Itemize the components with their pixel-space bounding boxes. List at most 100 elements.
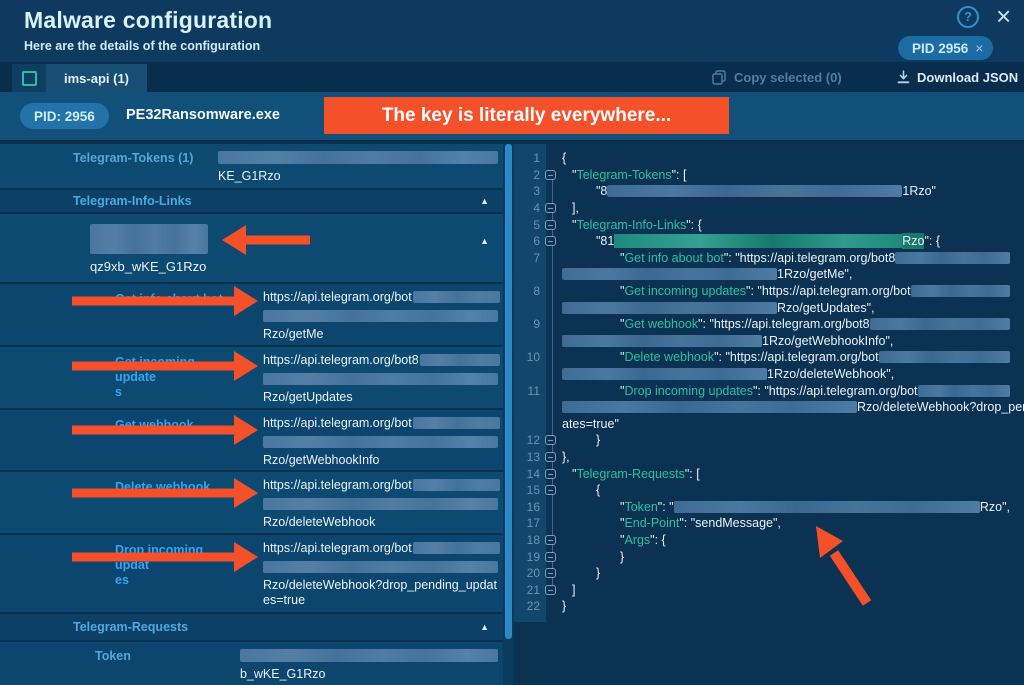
json-code-panel: 1{2 " Telegram-Tokens ": [3 "8 1Rzo" 4], 5 " Tele…	[514, 144, 1024, 685]
tab-ims-api[interactable]: ims-api (1)	[46, 64, 148, 92]
copy-selected-label: Copy selected (0)	[734, 69, 842, 85]
code-line: 15 {	[514, 482, 1024, 499]
fold-icon[interactable]	[544, 568, 556, 579]
collapse-icon[interactable]: ▲	[480, 236, 489, 246]
code-key-token: End-Point	[624, 516, 680, 531]
fold-icon[interactable]	[544, 451, 556, 462]
config-value: b_wKE_G1Rzo	[240, 649, 498, 681]
line-number: 3	[533, 184, 540, 199]
config-row-telegram-requests: Telegram-Requests ▲	[0, 614, 503, 642]
code-text: " Get incoming updates ": "https://api.tel…	[560, 284, 1024, 298]
redacted-code	[878, 351, 1010, 364]
code-line: ates=true"	[514, 416, 1024, 433]
config-value: KE_G1Rzo	[218, 151, 498, 183]
code-line: 11 " Drop incoming updates ": "https://api.…	[514, 382, 1024, 399]
fold-icon[interactable]	[544, 236, 556, 247]
code-text: "8 1Rzo"	[560, 184, 1024, 198]
line-number: 12	[526, 433, 540, 448]
code-text: ]	[560, 583, 1024, 597]
code-token: ": "https://api.telegram.org/bot8	[698, 317, 870, 332]
config-row-telegram-info-links: Telegram-Info-Links ▲	[0, 190, 503, 214]
code-text: }	[560, 566, 1024, 580]
code-line: 6 "81 Rzo ": {	[514, 233, 1024, 250]
config-row-entry-3: Get info about bot https://api.telegram.o…	[0, 284, 503, 347]
fold-icon[interactable]	[544, 468, 556, 479]
code-line: 4],	[514, 200, 1024, 217]
code-line: 18 " Args ": {	[514, 532, 1024, 549]
fold-icon[interactable]	[544, 584, 556, 595]
code-token: 1Rzo/deleteWebhook",	[767, 367, 895, 382]
fold-icon[interactable]	[544, 551, 556, 562]
copy-selected-button[interactable]: Copy selected (0)	[712, 62, 842, 92]
dialog-header: Malware configuration Here are the detai…	[0, 0, 1024, 62]
code-token: },	[562, 449, 570, 464]
url-line: https://api.telegram.org/bot8	[263, 353, 500, 367]
url-prefix: https://api.telegram.org/bot	[263, 290, 412, 304]
code-line: 9 " Get webhook ": "https://api.telegram.or…	[514, 316, 1024, 333]
select-all-checkbox[interactable]	[21, 70, 37, 86]
config-row-entry-5: Get webhook https://api.telegram.org/bot R…	[0, 410, 503, 472]
code-token: ": "https://api.telegram.org/bot	[746, 284, 911, 299]
code-token: "	[620, 383, 625, 398]
pid-filter-chip[interactable]: PID 2956 ×	[898, 36, 994, 60]
config-link-label: Drop incoming updat es	[115, 543, 204, 587]
pid-chip-close-icon[interactable]: ×	[975, 40, 984, 56]
code-lines: 1{2 " Telegram-Tokens ": [3 "8 1Rzo" 4], 5 " Tele…	[514, 144, 1024, 615]
config-link-label: Get incoming update s	[115, 355, 195, 399]
code-key-token: Drop incoming updates	[624, 383, 753, 398]
redacted-url-line	[263, 310, 498, 322]
url-prefix: https://api.telegram.org/bot	[263, 541, 412, 555]
download-json-button[interactable]: Download JSON	[897, 62, 1018, 92]
code-line: 3 "8 1Rzo"	[514, 183, 1024, 200]
code-line: 8 " Get incoming updates ": "https://api.te…	[514, 283, 1024, 300]
line-number: 8	[533, 284, 540, 299]
fold-icon[interactable]	[544, 534, 556, 545]
close-icon[interactable]: ×	[996, 1, 1012, 31]
fold-column	[540, 169, 560, 180]
fold-icon[interactable]	[544, 485, 556, 496]
fold-icon[interactable]	[544, 169, 556, 180]
code-token: }	[596, 566, 601, 581]
code-line: 17 " End-Point ": "sendMessage",	[514, 515, 1024, 532]
url-line: https://api.telegram.org/bot	[263, 416, 500, 430]
fold-icon[interactable]	[544, 219, 556, 230]
config-url-value: https://api.telegram.org/bot Rzo/getMe	[263, 290, 503, 342]
redacted-code	[917, 384, 1010, 397]
select-all-cell	[12, 64, 46, 92]
config-row-telegram-tokens-1-: Telegram-Tokens (1) KE_G1Rzo	[0, 144, 503, 190]
collapse-icon[interactable]: ▲	[480, 622, 489, 632]
fold-column	[540, 219, 560, 230]
code-line: 1{	[514, 150, 1024, 167]
line-number: 2	[533, 167, 540, 182]
code-text: }	[560, 550, 1024, 564]
url-suffix: Rzo/getMe	[263, 327, 324, 341]
redacted-url-line	[263, 561, 498, 573]
redacted-url-part	[412, 417, 500, 429]
download-json-label: Download JSON	[917, 69, 1019, 85]
config-url-value: https://api.telegram.org/bot Rzo/deleteWe…	[263, 478, 503, 530]
line-number: 16	[526, 499, 540, 514]
code-text: 1Rzo/deleteWebhook",	[560, 367, 1024, 381]
code-token: "	[572, 466, 577, 481]
line-number: 7	[533, 250, 540, 265]
code-token: ": {	[650, 532, 666, 547]
fold-icon[interactable]	[544, 435, 556, 446]
code-line: Rzo/getUpdates",	[514, 299, 1024, 316]
url-line: https://api.telegram.org/bot	[263, 541, 500, 555]
config-key-text: qz9xb_wKE_G1Rzo	[90, 259, 207, 274]
fold-column	[540, 551, 560, 562]
help-icon[interactable]: ?	[957, 6, 979, 28]
download-icon	[897, 70, 910, 84]
fold-icon[interactable]	[544, 203, 556, 214]
collapse-icon[interactable]: ▲	[480, 196, 489, 206]
code-text: 1Rzo/getWebhookInfo",	[560, 334, 1024, 348]
code-token: ": "	[657, 499, 674, 514]
redacted-url-part	[419, 354, 500, 366]
url-prefix: https://api.telegram.org/bot8	[263, 353, 419, 367]
line-number: 9	[533, 317, 540, 332]
config-row-entry-2: qz9xb_wKE_G1Rzo ▲	[0, 214, 503, 284]
code-key-token: Get webhook	[624, 317, 699, 332]
code-token: ates=true"	[562, 416, 619, 431]
code-key-token: Get info about bot	[624, 250, 724, 265]
scrollbar-thumb[interactable]	[505, 144, 512, 639]
